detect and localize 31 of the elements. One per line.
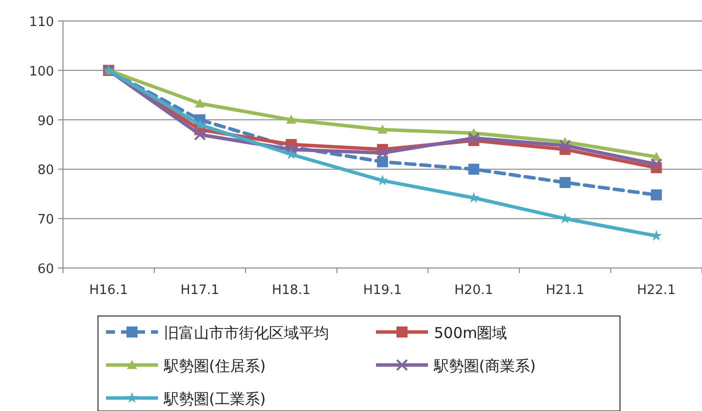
legend-label: 旧富山市市街化区域平均 bbox=[164, 324, 329, 342]
point bbox=[194, 98, 205, 108]
point bbox=[376, 146, 388, 159]
x-tick-label: H20.1 bbox=[454, 283, 494, 298]
legend-label: 500m圏域 bbox=[434, 324, 508, 342]
y-tick-label: 60 bbox=[37, 262, 54, 277]
point bbox=[377, 156, 388, 168]
point bbox=[285, 143, 298, 156]
y-tick-label: 70 bbox=[37, 212, 54, 228]
legend-label: 駅勢圏(住居系) bbox=[163, 357, 266, 375]
point bbox=[650, 158, 662, 170]
y-tick-label: 100 bbox=[29, 64, 54, 80]
x-tick-label: H16.1 bbox=[89, 283, 128, 298]
legend-label: 駅勢圏(工業系) bbox=[163, 390, 266, 408]
point bbox=[468, 164, 480, 175]
point bbox=[559, 139, 572, 152]
y-tick-label: 110 bbox=[29, 15, 54, 30]
point bbox=[650, 189, 662, 200]
x-tick-label: H21.1 bbox=[546, 283, 584, 298]
x-tick-label: H19.1 bbox=[363, 283, 402, 298]
y-tick-label: 80 bbox=[37, 163, 54, 178]
point bbox=[560, 177, 571, 188]
point bbox=[378, 124, 388, 134]
x-tick-label: H18.1 bbox=[272, 283, 311, 298]
point bbox=[286, 114, 296, 124]
point bbox=[468, 132, 480, 144]
point bbox=[194, 128, 206, 141]
x-tick-label: H17.1 bbox=[180, 283, 220, 298]
y-tick-label: 90 bbox=[37, 114, 54, 129]
x-tick-label: H22.1 bbox=[636, 283, 676, 298]
legend-label: 駅勢圏(商業系) bbox=[433, 357, 536, 375]
